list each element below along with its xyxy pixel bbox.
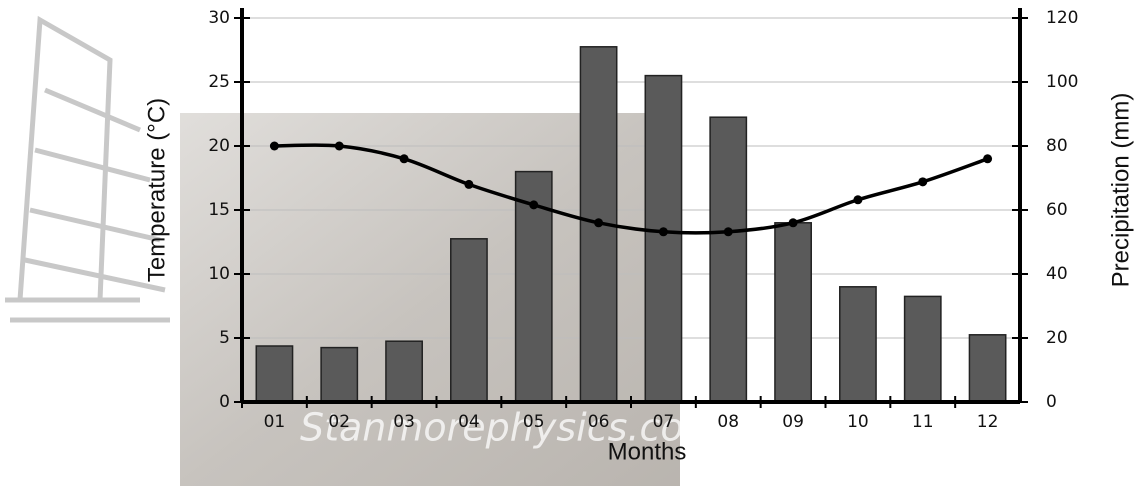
y-tick-label: 30 — [208, 8, 230, 28]
y2-tick-label: 80 — [1046, 136, 1068, 156]
y-tick-label: 10 — [208, 264, 230, 284]
y2-tick-label: 20 — [1046, 328, 1068, 348]
x-tick-label: 04 — [458, 412, 480, 432]
bar — [385, 340, 423, 403]
line-marker — [594, 218, 604, 228]
x-tick-label: 05 — [523, 412, 545, 432]
bar — [774, 222, 812, 403]
bar — [968, 334, 1007, 403]
bar — [320, 346, 359, 403]
line-marker — [918, 177, 928, 187]
x-tick-label: 03 — [393, 412, 415, 432]
line — [274, 143, 989, 235]
y2-tick-label: 60 — [1046, 200, 1068, 220]
x-tick-label: 09 — [782, 412, 804, 432]
bar — [255, 345, 294, 403]
x-tick-label: 07 — [653, 412, 675, 432]
y-tick-label: 15 — [208, 200, 230, 220]
y2-tick-label: 0 — [1046, 392, 1057, 412]
line-marker — [853, 195, 863, 205]
line-marker — [788, 218, 798, 228]
line-marker — [269, 141, 279, 151]
x-tick-label: 06 — [588, 412, 610, 432]
line-marker — [399, 154, 409, 164]
line-marker — [723, 227, 733, 237]
tower-icon — [5, 15, 170, 323]
bar — [709, 116, 748, 403]
x-tick-label: 01 — [264, 412, 286, 432]
y2-tick-label: 100 — [1046, 72, 1078, 92]
line-marker — [334, 141, 344, 151]
line-marker — [983, 154, 993, 164]
y2-tick-label: 120 — [1046, 8, 1078, 28]
x-tick-label: 02 — [328, 412, 350, 432]
line-marker — [464, 179, 474, 189]
y-axis-title: Temperature (°C) — [143, 98, 170, 282]
y2-axis-title: Precipitation (mm) — [1107, 93, 1134, 288]
bar — [644, 74, 683, 403]
y2-tick-label: 40 — [1046, 264, 1068, 284]
x-axis-title: Months — [608, 438, 687, 465]
y-tick-label: 25 — [208, 72, 230, 92]
watermark: Stanmorephysics.com — [300, 406, 721, 450]
bar — [450, 238, 488, 403]
bar — [839, 286, 877, 403]
y-tick-label: 0 — [219, 392, 230, 412]
x-tick-label: 10 — [847, 412, 869, 432]
y-tick-label: 5 — [219, 328, 230, 348]
x-tick-label: 12 — [977, 412, 999, 432]
line-marker — [658, 227, 668, 237]
line-marker — [529, 200, 539, 210]
bar — [903, 295, 942, 403]
x-tick-label: 08 — [717, 412, 739, 432]
x-tick-label: 11 — [912, 412, 934, 432]
y-tick-label: 20 — [208, 136, 230, 156]
